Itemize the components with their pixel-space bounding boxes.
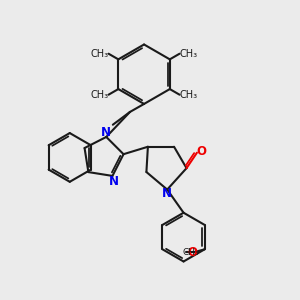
Text: CH₃: CH₃ (90, 90, 109, 100)
Text: CH₃: CH₃ (180, 49, 198, 59)
Text: CH₃: CH₃ (182, 248, 199, 257)
Text: O: O (196, 145, 206, 158)
Text: CH₃: CH₃ (90, 49, 109, 59)
Text: CH₃: CH₃ (180, 90, 198, 100)
Text: N: N (101, 126, 111, 139)
Text: N: N (109, 175, 119, 188)
Text: N: N (162, 187, 172, 200)
Text: O: O (187, 246, 197, 259)
